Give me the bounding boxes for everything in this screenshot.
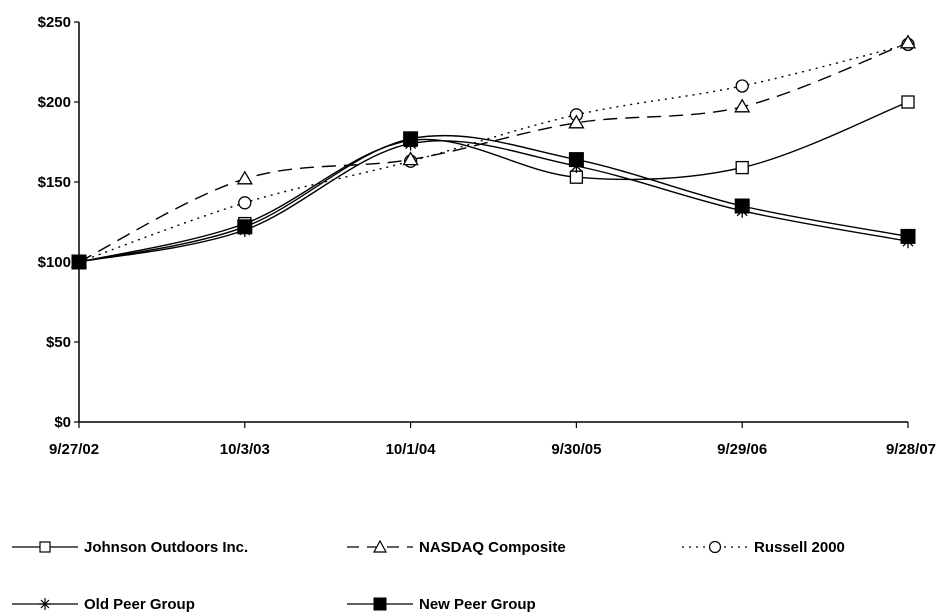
legend-item-new-peer-group: New Peer Group — [345, 592, 536, 616]
data-point-square-filled — [71, 254, 87, 270]
data-point-square-open — [735, 160, 749, 175]
data-point-triangle-open — [236, 170, 253, 185]
data-point-circle-open — [735, 79, 749, 93]
data-point-square-filled — [403, 131, 419, 147]
data-point-triangle-open — [402, 151, 419, 166]
legend-label: Russell 2000 — [754, 538, 845, 556]
y-tick-label: $200 — [38, 94, 71, 111]
y-tick-label: $0 — [54, 414, 71, 431]
y-tick-label: $100 — [38, 254, 71, 271]
legend-item-old-peer-group: Old Peer Group — [10, 592, 195, 616]
line-chart: $0 $50 $100 $150 $200 $250 9/27/02 10/3/03 10/1/… — [38, 14, 936, 458]
legend-key-square-open-icon — [12, 541, 78, 553]
series-line-nasdaq-composite — [78, 42, 909, 263]
x-tick-label: 9/28/07 — [886, 441, 936, 458]
series-markers-new-peer-group — [71, 131, 916, 270]
data-point-circle-open — [238, 196, 252, 210]
series-line-new-peer-group — [78, 134, 909, 263]
series-line-johnson-outdoors-inc — [78, 101, 909, 263]
data-point-square-filled — [568, 152, 584, 168]
x-tick-label: 9/29/06 — [717, 441, 767, 458]
data-point-triangle-open — [899, 34, 917, 49]
y-tick-label: $250 — [38, 14, 71, 31]
data-point-square-filled — [900, 228, 916, 244]
legend-label: New Peer Group — [419, 595, 536, 613]
chart-axes: $0 $50 $100 $150 $200 $250 9/27/02 10/3/03 10/1/… — [38, 14, 936, 458]
legend-item-russell-2000: Russell 2000 — [680, 535, 845, 559]
y-tick-label: $50 — [46, 334, 71, 351]
data-point-triangle-open — [568, 114, 585, 129]
legend-label: NASDAQ Composite — [419, 538, 566, 556]
data-point-square-filled — [734, 198, 750, 214]
legend-item-nasdaq-composite: NASDAQ Composite — [345, 535, 566, 559]
x-tick-label: 9/30/05 — [551, 441, 601, 458]
series-markers-nasdaq-composite — [70, 34, 917, 268]
series-line-russell-2000 — [78, 43, 909, 263]
data-point-square-filled — [237, 219, 253, 235]
legend-label: Old Peer Group — [84, 595, 195, 613]
x-tick-label: 10/3/03 — [220, 441, 270, 458]
y-tick-label: $150 — [38, 174, 71, 191]
legend-label: Johnson Outdoors Inc. — [84, 538, 249, 556]
legend-key-triangle-open-icon — [347, 539, 413, 553]
series-line-old-peer-group — [78, 140, 909, 263]
legend-item-johnson-outdoors: Johnson Outdoors Inc. — [10, 535, 248, 559]
data-point-square-open — [901, 95, 915, 109]
legend-key-square-filled-icon — [347, 597, 413, 611]
legend-key-star-icon — [12, 598, 78, 610]
x-tick-label: 10/1/04 — [386, 441, 437, 458]
x-tick-label: 9/27/02 — [49, 441, 99, 458]
legend-key-circle-open-icon — [682, 540, 748, 554]
series-markers-old-peer-group — [72, 136, 915, 269]
chart-series — [70, 34, 917, 270]
data-point-triangle-open — [734, 98, 751, 113]
